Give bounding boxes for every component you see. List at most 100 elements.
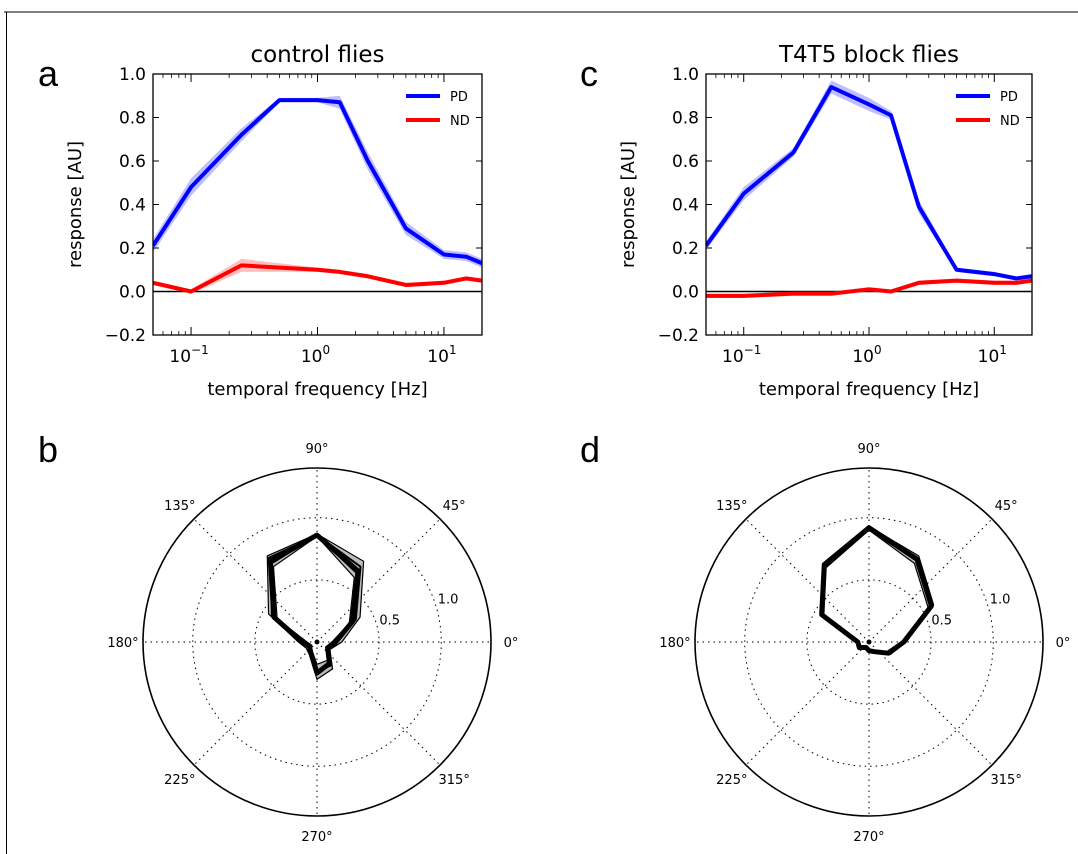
polar-radius-label: 0.5 <box>379 614 400 629</box>
x-tick-exponent: −1 <box>744 343 762 357</box>
polar-trace <box>819 525 934 656</box>
y-axis-label: response [AU] <box>65 141 86 268</box>
x-tick-label: 10−1 <box>169 343 208 367</box>
x-tick-exponent: 0 <box>874 343 882 357</box>
polar-trace <box>821 527 932 654</box>
y-tick-label: 0.2 <box>672 239 699 259</box>
axes-frame <box>152 73 483 336</box>
x-axis-label: temporal frequency [Hz] <box>207 379 427 400</box>
polar-angle-label: 270° <box>853 830 884 845</box>
polar-outer-circle <box>142 467 492 817</box>
polar-angle-label: 90° <box>857 442 880 457</box>
series-band-pd <box>706 80 1032 281</box>
polar-angle-label: 135° <box>164 499 195 514</box>
x-tick-label: 101 <box>427 343 456 367</box>
polar-spoke <box>193 518 318 643</box>
legend-label-nd: ND <box>1000 114 1020 129</box>
plot-area <box>153 95 482 294</box>
x-axis-label: temporal frequency [Hz] <box>759 379 979 400</box>
y-tick-label: 1.0 <box>672 65 699 85</box>
panel-letter-b: b <box>38 429 58 470</box>
polar-spoke <box>868 518 993 643</box>
plot-area <box>706 80 1032 299</box>
polar-angle-label: 180° <box>107 636 138 651</box>
x-tick-label: 100 <box>301 343 330 367</box>
polar-band <box>819 525 935 656</box>
x-tick-exponent: 0 <box>323 343 331 357</box>
x-tick-label: 100 <box>852 343 881 367</box>
legend-label-nd: ND <box>450 114 470 129</box>
y-tick-label: 0.2 <box>119 239 146 259</box>
polar-radius-label: 1.0 <box>990 592 1011 607</box>
y-tick-label: 0.8 <box>119 109 146 129</box>
polar-spoke <box>193 641 318 766</box>
series-line-pd <box>706 85 1032 281</box>
y-tick-label: −0.2 <box>105 326 146 346</box>
x-tick-base: 10 <box>852 347 874 367</box>
y-tick-label: 0.0 <box>672 283 699 303</box>
polar-spoke <box>316 641 441 766</box>
y-tick-label: 0.6 <box>672 152 699 172</box>
polar-grid-circle <box>806 579 932 705</box>
series-band-nd <box>153 258 482 294</box>
x-tick-label: 101 <box>978 343 1007 367</box>
polar-spoke <box>316 518 441 643</box>
y-tick-label: 1.0 <box>119 65 146 85</box>
polar-radius-label: 0.5 <box>931 614 952 629</box>
panel-letter-d: d <box>580 429 600 470</box>
x-tick-label: 10−1 <box>722 343 761 367</box>
polar-spoke <box>868 641 993 766</box>
y-tick-label: 0.0 <box>119 283 146 303</box>
panel-letter-c: c <box>580 53 598 94</box>
y-axis-label: response [AU] <box>618 141 639 268</box>
polar-angle-label: 225° <box>716 773 747 788</box>
x-tick-base: 10 <box>978 347 1000 367</box>
polar-grid-circle <box>254 579 380 705</box>
polar-angle-label: 225° <box>164 773 195 788</box>
polar-angle-label: 45° <box>995 499 1018 514</box>
polar-center-dot <box>314 639 320 645</box>
x-tick-exponent: 1 <box>999 343 1007 357</box>
x-tick-base: 10 <box>427 347 449 367</box>
polar-angle-label: 180° <box>659 636 690 651</box>
polar-angle-label: 45° <box>443 499 466 514</box>
chart-title: control flies <box>250 42 384 68</box>
y-tick-label: 0.6 <box>119 152 146 172</box>
polar-spoke <box>745 518 870 643</box>
x-tick-base: 10 <box>722 347 744 367</box>
legend-label-pd: PD <box>450 90 468 105</box>
polar-outer-circle <box>694 467 1044 817</box>
panel-letter-a: a <box>38 53 59 94</box>
polar-trace <box>267 534 358 676</box>
polar-center-dot <box>866 639 872 645</box>
polar-angle-label: 0° <box>504 636 519 651</box>
x-tick-base: 10 <box>169 347 191 367</box>
polar-plot-t4t5-block-flies: 0° 45° 90° 135° 180° 225° 270° 315° 0.5 1.0 <box>659 442 1070 845</box>
polar-spoke <box>745 641 870 766</box>
polar-angle-label: 0° <box>1056 636 1071 651</box>
x-tick-exponent: −1 <box>191 343 209 357</box>
legend-label-pd: PD <box>1000 90 1018 105</box>
polar-angle-label: 90° <box>305 442 328 457</box>
polar-plot-control-flies: 0° 45° 90° 135° 180° 225° 270° 315° 0.5 1.0 <box>107 442 518 845</box>
polar-angle-label: 270° <box>301 830 332 845</box>
series-line-nd <box>706 278 1032 298</box>
polar-angle-label: 315° <box>991 773 1022 788</box>
x-tick-exponent: 1 <box>449 343 457 357</box>
polar-angle-label: 135° <box>716 499 747 514</box>
polar-radius-label: 1.0 <box>438 592 459 607</box>
chart-title: T4T5 block flies <box>778 42 959 68</box>
y-tick-label: 0.4 <box>119 196 146 216</box>
y-tick-label: 0.8 <box>672 109 699 129</box>
polar-trace <box>820 526 934 655</box>
y-tick-label: 0.4 <box>672 196 699 216</box>
polar-grid-circle <box>744 517 994 767</box>
line-chart-control-flies: −0.20.00.20.40.60.81.010−1 100 101control … <box>65 42 483 400</box>
series-line-nd <box>153 263 482 294</box>
x-tick-base: 10 <box>301 347 323 367</box>
polar-angle-label: 315° <box>439 773 470 788</box>
polar-grid-circle <box>192 517 442 767</box>
y-tick-label: −0.2 <box>658 326 699 346</box>
